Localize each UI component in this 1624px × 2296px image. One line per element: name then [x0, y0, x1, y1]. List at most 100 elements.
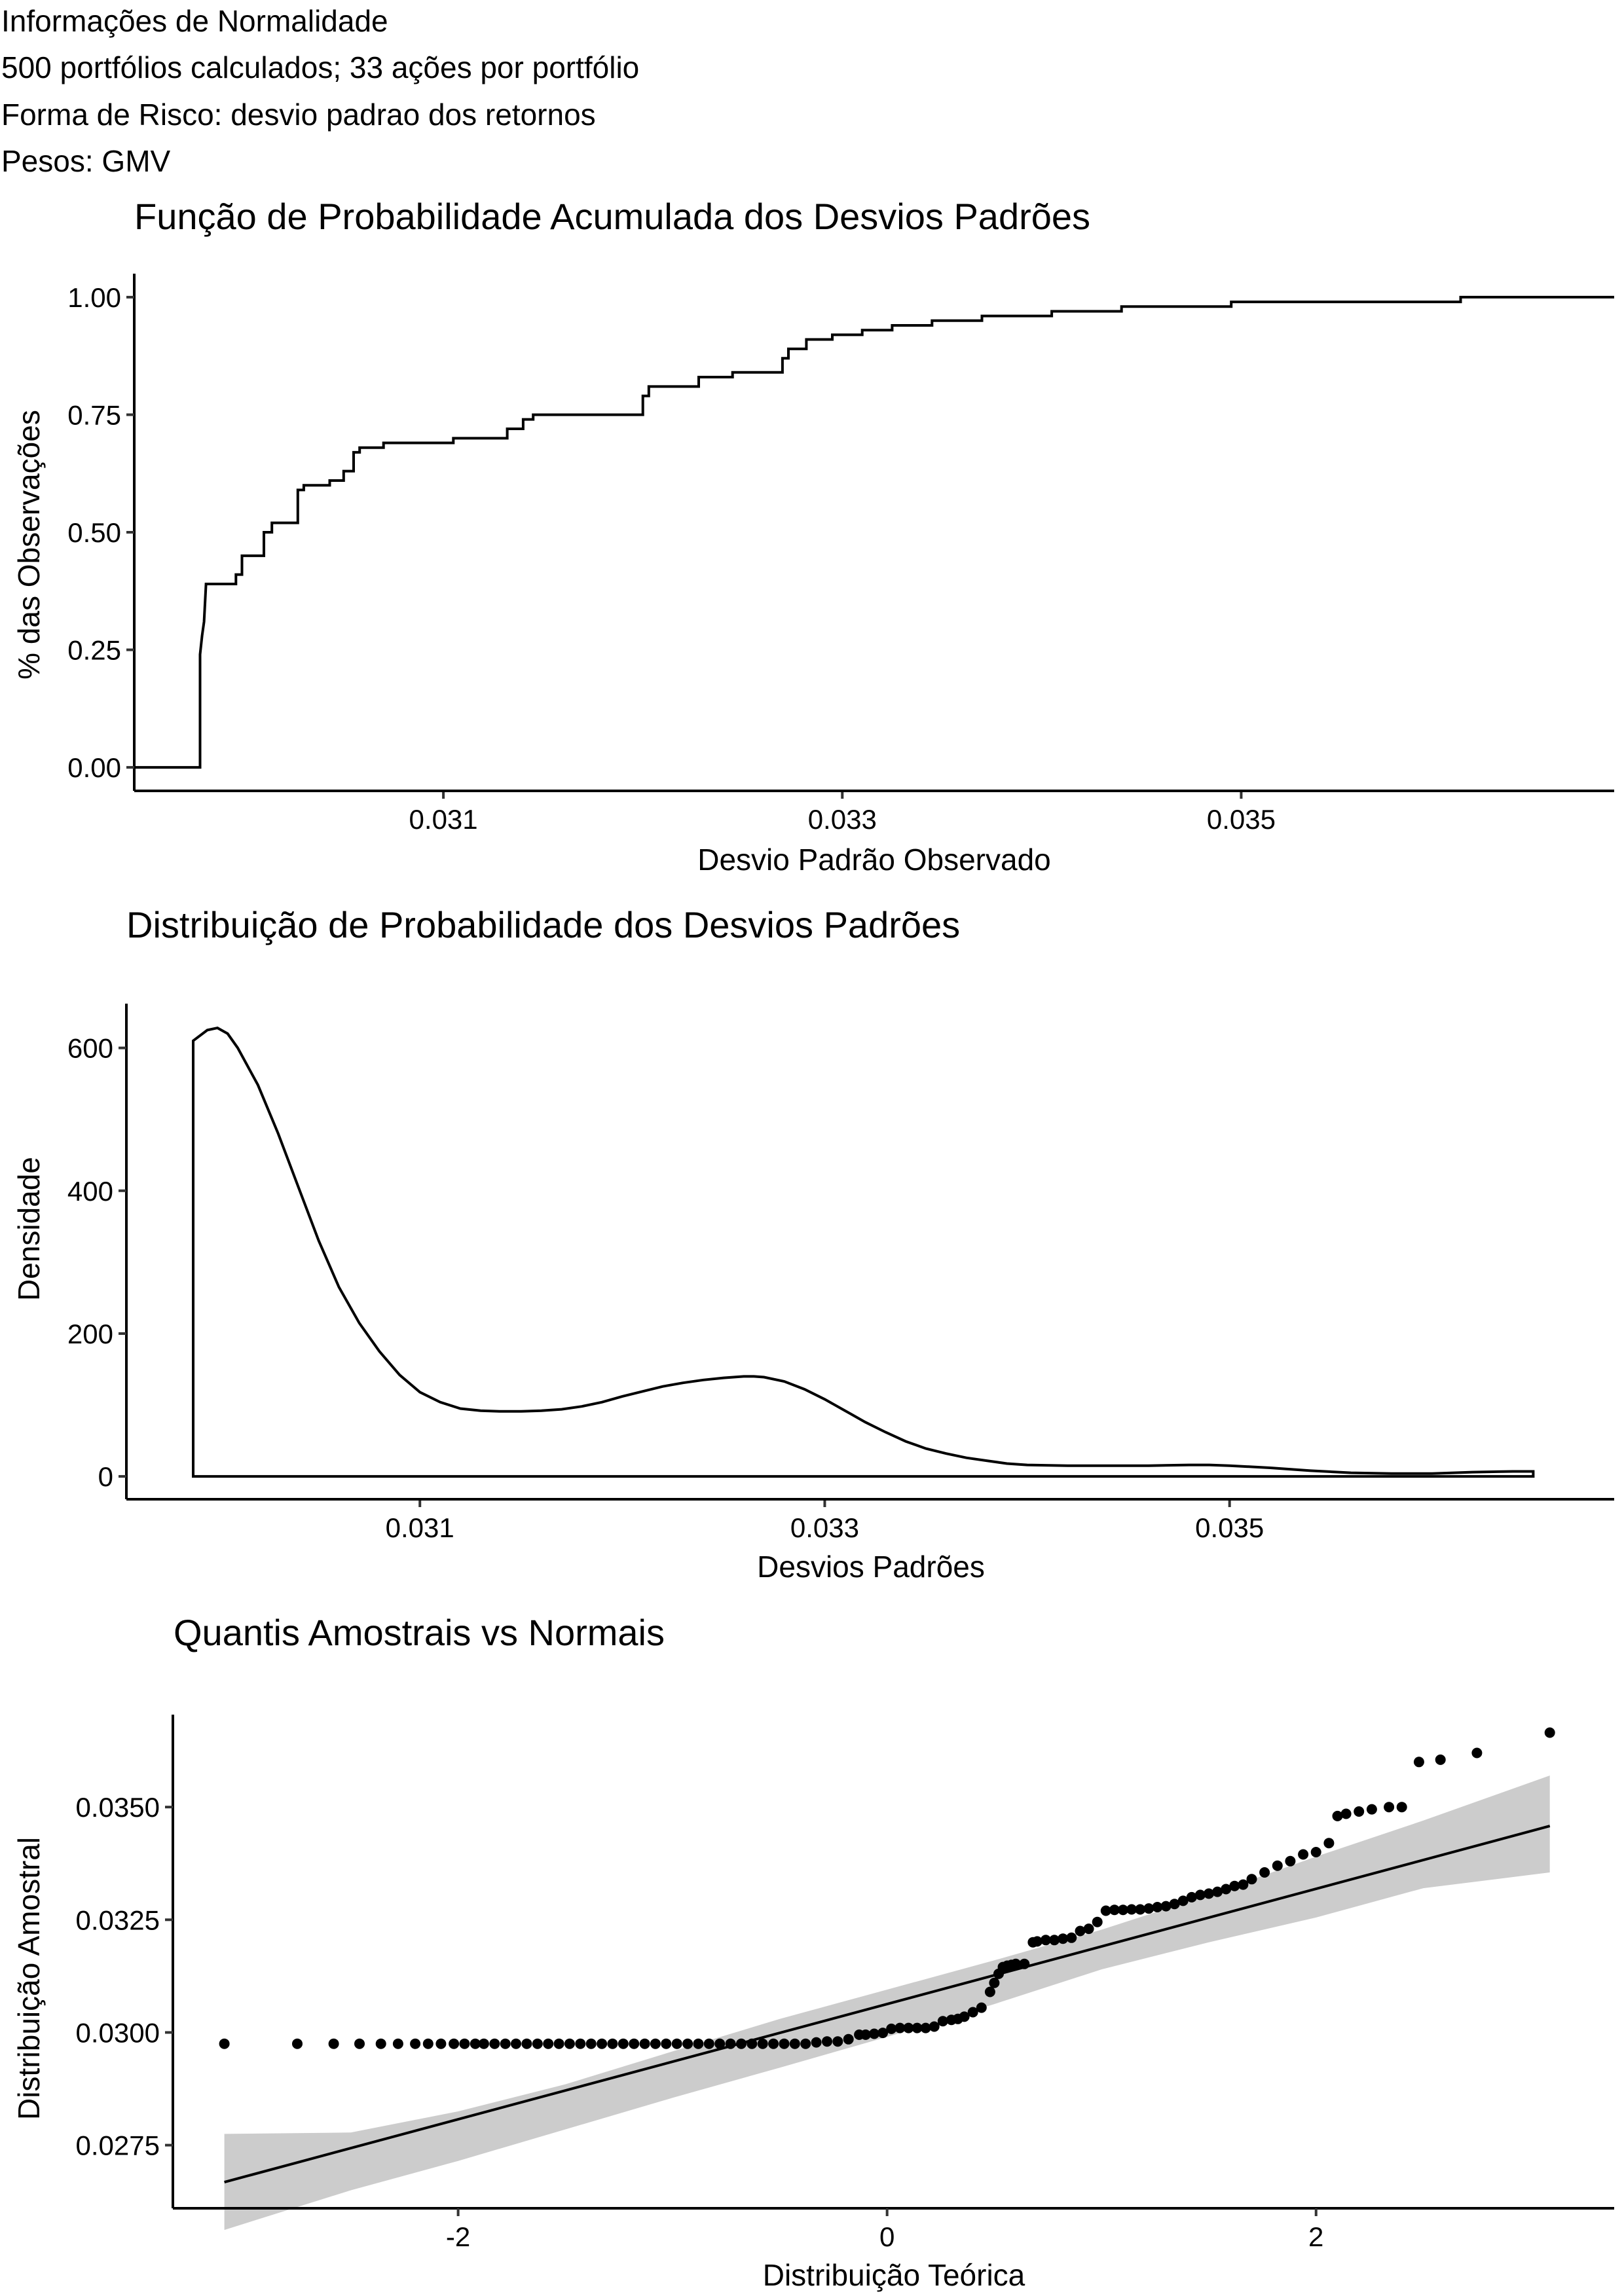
qq-point	[1100, 1905, 1111, 1916]
density-title: Distribuição de Probabilidade dos Desvio…	[126, 904, 960, 945]
qq-point	[1366, 1804, 1377, 1815]
qq-point	[1229, 1880, 1240, 1891]
qq-point	[1238, 1879, 1249, 1890]
qq-point	[661, 2038, 672, 2049]
qq-point	[1109, 1904, 1120, 1916]
qq-point	[860, 2029, 871, 2040]
qq-point	[1204, 1888, 1214, 1899]
qq-point	[920, 2022, 931, 2033]
ecdf-y-tick-label: 1.00	[67, 282, 121, 313]
qq-point	[725, 2038, 736, 2049]
qq-panel: Quantis Amostrais vs Normais -2 0 2 0.0275 0…	[12, 1612, 1614, 2292]
qq-y-tick-label: 0.0350	[76, 1792, 160, 1823]
qq-point	[1160, 1901, 1172, 1912]
ecdf-x-axis-label: Desvio Padrão Observado	[697, 843, 1051, 877]
qq-x-axis-label: Distribuição Teórica	[763, 2258, 1025, 2292]
qq-point	[682, 2038, 693, 2049]
qq-point	[800, 2038, 811, 2049]
qq-y-tick-label: 0.0300	[76, 2017, 160, 2048]
density-y-tick-label: 0	[98, 1461, 113, 1492]
qq-point	[292, 2038, 303, 2049]
qq-point	[843, 2033, 854, 2045]
qq-point	[478, 2038, 489, 2049]
qq-point	[1083, 1923, 1094, 1935]
qq-point	[1041, 1935, 1051, 1946]
qq-point	[1118, 1904, 1128, 1916]
ecdf-title: Função de Probabilidade Acumulada dos De…	[134, 196, 1090, 237]
qq-point	[1259, 1867, 1270, 1878]
qq-point	[392, 2038, 403, 2049]
qq-point	[877, 2028, 889, 2039]
qq-point	[1031, 1936, 1043, 1947]
qq-point	[757, 2038, 768, 2049]
qq-point	[1323, 1838, 1335, 1849]
qq-point	[521, 2038, 532, 2049]
qq-point	[1396, 1802, 1407, 1813]
qq-point	[989, 1977, 1000, 1988]
qq-point	[449, 2038, 460, 2049]
qq-point	[886, 2023, 897, 2034]
qq-point	[500, 2038, 511, 2049]
qq-point	[976, 2002, 987, 2013]
density-ticks: 0.031 0.033 0.035 0 200 400 600	[67, 1004, 1264, 1543]
qq-point	[1049, 1935, 1060, 1946]
qq-point	[1152, 1902, 1163, 1912]
qq-point	[422, 2038, 434, 2049]
qq-point	[511, 2038, 521, 2049]
qq-point	[1332, 1810, 1343, 1821]
ecdf-x-tick-label: 0.035	[1207, 804, 1276, 835]
qq-point	[650, 2038, 661, 2049]
qq-ticks: -2 0 2 0.0275 0.0300 0.0325 0.0350	[76, 1715, 1614, 2252]
qq-point	[1212, 1886, 1223, 1897]
qq-point	[219, 2038, 230, 2049]
qq-point	[1126, 1904, 1137, 1915]
header-risk-form: Forma de Risco: desvio padrao dos retorn…	[1, 98, 596, 132]
qq-point	[575, 2038, 586, 2049]
qq-point	[1354, 1806, 1365, 1817]
density-y-tick-label: 400	[67, 1176, 113, 1207]
qq-point	[553, 2038, 564, 2049]
qq-x-tick-label: -2	[446, 2221, 470, 2252]
qq-point	[618, 2038, 629, 2049]
qq-point	[1092, 1916, 1103, 1927]
qq-point	[1298, 1849, 1309, 1860]
qq-x-tick-label: 0	[879, 2221, 895, 2252]
ecdf-y-tick-label: 0.25	[67, 635, 121, 666]
density-x-axis-label: Desvios Padrões	[757, 1550, 985, 1584]
density-y-tick-label: 200	[67, 1319, 113, 1349]
header-weights: Pesos: GMV	[1, 144, 171, 178]
header-portfolios: 500 portfólios calculados; 33 ações por …	[1, 50, 640, 84]
qq-point	[736, 2038, 747, 2049]
qq-point	[1075, 1925, 1086, 1937]
qq-point	[1285, 1855, 1296, 1867]
qq-point	[489, 2038, 500, 2049]
qq-point	[811, 2037, 822, 2048]
density-curve	[192, 1026, 1535, 1478]
qq-point	[435, 2038, 447, 2049]
qq-point	[822, 2036, 832, 2047]
qq-point	[470, 2038, 481, 2049]
density-y-tick-label: 600	[67, 1033, 113, 1064]
ecdf-y-tick-label: 0.50	[67, 517, 121, 548]
qq-point	[929, 2021, 940, 2032]
qq-point	[564, 2038, 575, 2049]
header-title: Informações de Normalidade	[1, 4, 388, 38]
qq-point	[1413, 1757, 1424, 1768]
ecdf-y-tick-label: 0.00	[67, 752, 121, 783]
density-panel: Distribuição de Probabilidade dos Desvio…	[12, 904, 1614, 1584]
qq-point	[937, 2016, 948, 2027]
qq-point	[1135, 1904, 1146, 1915]
ecdf-y-axis-label: % das Observações	[12, 410, 46, 680]
qq-point	[375, 2038, 386, 2049]
qq-point	[869, 2028, 879, 2039]
qq-y-tick-label: 0.0275	[76, 2130, 160, 2161]
qq-point	[903, 2022, 914, 2033]
qq-point	[597, 2038, 608, 2049]
qq-point	[1435, 1754, 1446, 1765]
qq-point	[532, 2038, 543, 2049]
qq-point	[747, 2038, 758, 2049]
qq-point	[328, 2038, 339, 2049]
qq-point	[1272, 1860, 1283, 1871]
qq-point	[1544, 1727, 1555, 1738]
